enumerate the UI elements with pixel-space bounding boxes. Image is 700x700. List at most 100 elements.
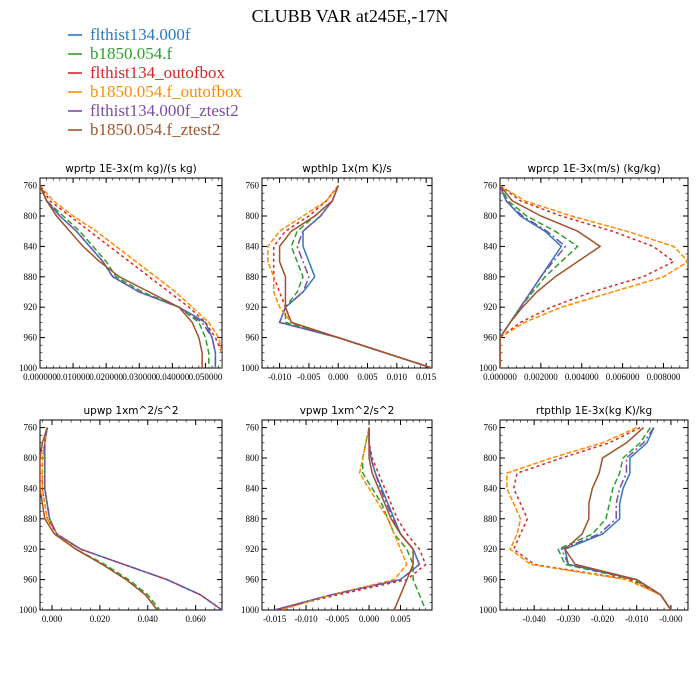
x-tick-label: 0.008000 (647, 372, 681, 382)
y-tick-label: 800 (246, 211, 260, 221)
panel-title: wpthlp 1x(m K)/s (302, 163, 392, 175)
plot-frame (261, 177, 433, 369)
plot-frame (39, 419, 223, 611)
series-line (40, 185, 210, 368)
plot-frame (499, 419, 689, 611)
panels: wprtp 1E-3x(m kg)/(s kg) 760 800 840 880 920 9… (19, 163, 689, 624)
panel-title: upwp 1xm^2/s^2 (84, 405, 179, 417)
series-line (512, 426, 672, 610)
series-line (278, 185, 432, 368)
y-tick-label: 760 (246, 423, 260, 433)
series-line (500, 184, 688, 368)
series-line (44, 427, 222, 610)
figure-title: CLUBB VAR at245E,-17N (252, 6, 449, 26)
series-line (368, 427, 414, 610)
series-line (278, 185, 432, 368)
x-tick-label: 0.000000 (483, 372, 517, 382)
y-tick-label: 1000 (19, 363, 38, 373)
panel-3: wprcp 1E-3x(m/s) (kg/kg) 760 800 840 880 920 9… (479, 163, 689, 382)
y-tick-label: 840 (484, 483, 498, 493)
series-line (40, 185, 222, 368)
y-tick-label: 920 (24, 302, 38, 312)
series-line (40, 427, 158, 610)
y-tick-label: 960 (24, 575, 38, 585)
series-line (41, 427, 158, 610)
series-line (274, 427, 421, 610)
y-tick-label: 920 (24, 544, 38, 554)
series-line (40, 185, 222, 368)
y-tick-label: 800 (24, 211, 38, 221)
x-tick-label: 0.010000 (56, 372, 90, 382)
series-line (560, 427, 672, 610)
y-tick-label: 1000 (19, 605, 38, 615)
y-tick-label: 920 (484, 544, 498, 554)
y-tick-label: 800 (246, 453, 260, 463)
series-line (40, 185, 217, 368)
y-tick-label: 960 (24, 333, 38, 343)
series-line (274, 427, 427, 610)
x-tick-label: 0.002000 (524, 372, 558, 382)
y-tick-label: 760 (484, 423, 498, 433)
series-line (280, 427, 408, 610)
series-line (506, 426, 672, 610)
y-tick-label: 960 (484, 575, 498, 585)
y-tick-label: 1000 (479, 363, 498, 373)
y-tick-label: 880 (246, 272, 260, 282)
x-tick-label: 0.000 (359, 614, 380, 624)
legend-label: flthist134.000f (90, 25, 191, 44)
x-tick-label: 0.060 (186, 614, 207, 624)
y-tick-label: 840 (484, 241, 498, 251)
y-tick-label: 920 (246, 302, 260, 312)
x-tick-label: -0.000 (659, 614, 683, 624)
x-tick-label: 0.000000 (23, 372, 57, 382)
x-tick-label: 0.010 (387, 372, 408, 382)
x-tick-label: -0.015 (263, 614, 287, 624)
y-tick-label: 1000 (479, 605, 498, 615)
y-tick-label: 920 (246, 544, 260, 554)
x-tick-label: 0.000 (328, 372, 349, 382)
legend-label: flthist134_outofbox (90, 63, 226, 82)
x-tick-label: 0.030000 (122, 372, 156, 382)
y-tick-label: 760 (24, 181, 38, 191)
panel-6: rtpthlp 1E-3x(kg K)/kg 760 800 840 880 920 960… (479, 405, 689, 624)
panel-2: wpthlp 1x(m K)/s 760 800 840 880 920 960 1000 -0… (241, 163, 437, 382)
x-tick-label: -0.020 (591, 614, 615, 624)
legend-label: b1850.054.f_outofbox (90, 82, 243, 101)
y-tick-label: 760 (246, 181, 260, 191)
x-tick-label: 0.006000 (606, 372, 640, 382)
x-tick-label: 0.000 (42, 614, 63, 624)
x-tick-label: 0.015 (416, 372, 437, 382)
series-line (557, 427, 672, 610)
plot-frame (39, 177, 223, 369)
series-line (563, 427, 672, 610)
y-tick-label: 920 (484, 302, 498, 312)
x-tick-label: 0.020000 (89, 372, 123, 382)
legend-label: b1850.054.f_ztest2 (90, 120, 220, 139)
x-tick-label: -0.010 (625, 614, 649, 624)
series-line (500, 185, 579, 368)
x-tick-label: -0.005 (326, 614, 350, 624)
series-line (272, 185, 432, 368)
y-tick-label: 1000 (241, 605, 260, 615)
y-tick-label: 760 (484, 181, 498, 191)
panel-title: wprcp 1E-3x(m/s) (kg/kg) (527, 163, 660, 175)
y-tick-label: 960 (484, 333, 498, 343)
panel-5: vpwp 1xm^2/s^27608008408809209601000-0.0… (241, 405, 433, 624)
y-tick-label: 880 (246, 514, 260, 524)
y-tick-label: 800 (24, 453, 38, 463)
series-line (40, 185, 203, 368)
series-line (500, 185, 563, 368)
y-tick-label: 760 (24, 423, 38, 433)
legend: flthist134.000fb1850.054.fflthist134_out… (68, 25, 243, 139)
panel-4: upwp 1xm^2/s^2 760 800 840 880 920 960 1000 0.00… (19, 405, 223, 624)
y-tick-label: 840 (24, 241, 38, 251)
series-line (500, 184, 676, 368)
y-tick-label: 840 (246, 241, 260, 251)
x-tick-label: 0.020 (90, 614, 111, 624)
series-line (500, 185, 567, 368)
legend-label: b1850.054.f (90, 44, 173, 63)
y-tick-label: 960 (246, 575, 260, 585)
y-tick-label: 800 (484, 453, 498, 463)
panel-title: vpwp 1xm^2/s^2 (300, 405, 395, 417)
